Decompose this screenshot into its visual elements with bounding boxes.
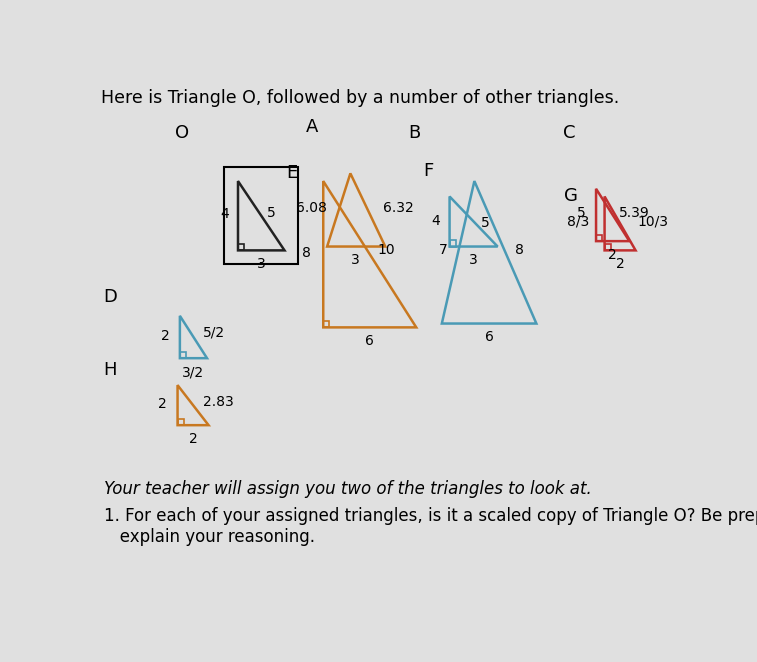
Text: 3: 3 (351, 254, 360, 267)
Text: C: C (563, 124, 576, 142)
Text: 6.32: 6.32 (383, 201, 413, 215)
Text: 2: 2 (615, 258, 625, 271)
Text: 2: 2 (158, 397, 167, 410)
Text: O: O (175, 124, 189, 142)
Text: 2.83: 2.83 (203, 395, 234, 409)
Text: 7: 7 (439, 244, 448, 258)
Text: 10/3: 10/3 (637, 215, 668, 229)
Text: 3/2: 3/2 (182, 365, 204, 379)
Text: Your teacher will assign you two of the triangles to look at.: Your teacher will assign you two of the … (104, 480, 592, 498)
Text: 5: 5 (578, 207, 586, 220)
Text: 4: 4 (221, 207, 229, 221)
Text: 5.39: 5.39 (618, 207, 650, 220)
Text: 8: 8 (515, 244, 524, 258)
Text: 3: 3 (257, 257, 266, 271)
Text: 5/2: 5/2 (203, 326, 226, 340)
Text: 1. For each of your assigned triangles, is it a scaled copy of Triangle O? Be pr: 1. For each of your assigned triangles, … (104, 507, 757, 525)
Text: 8: 8 (302, 246, 311, 260)
Text: explain your reasoning.: explain your reasoning. (104, 528, 315, 546)
Text: F: F (422, 162, 433, 180)
Text: 5: 5 (481, 216, 489, 230)
Text: B: B (409, 124, 421, 142)
Text: 2: 2 (161, 329, 170, 343)
Text: 6.08: 6.08 (296, 201, 327, 215)
Text: Here is Triangle O, followed by a number of other triangles.: Here is Triangle O, followed by a number… (101, 89, 619, 107)
Text: A: A (305, 118, 318, 136)
Bar (224, 167, 298, 264)
Text: D: D (103, 287, 117, 306)
Text: G: G (564, 187, 578, 205)
Text: 5: 5 (266, 207, 276, 220)
Text: 2: 2 (608, 248, 617, 262)
Text: E: E (287, 164, 298, 182)
Text: 4: 4 (431, 214, 441, 228)
Text: 2: 2 (188, 432, 198, 446)
Text: 8/3: 8/3 (567, 215, 589, 229)
Text: 3: 3 (469, 254, 478, 267)
Text: 10: 10 (378, 244, 395, 258)
Text: 6: 6 (484, 330, 494, 344)
Text: H: H (104, 361, 117, 379)
Text: 6: 6 (366, 334, 374, 348)
